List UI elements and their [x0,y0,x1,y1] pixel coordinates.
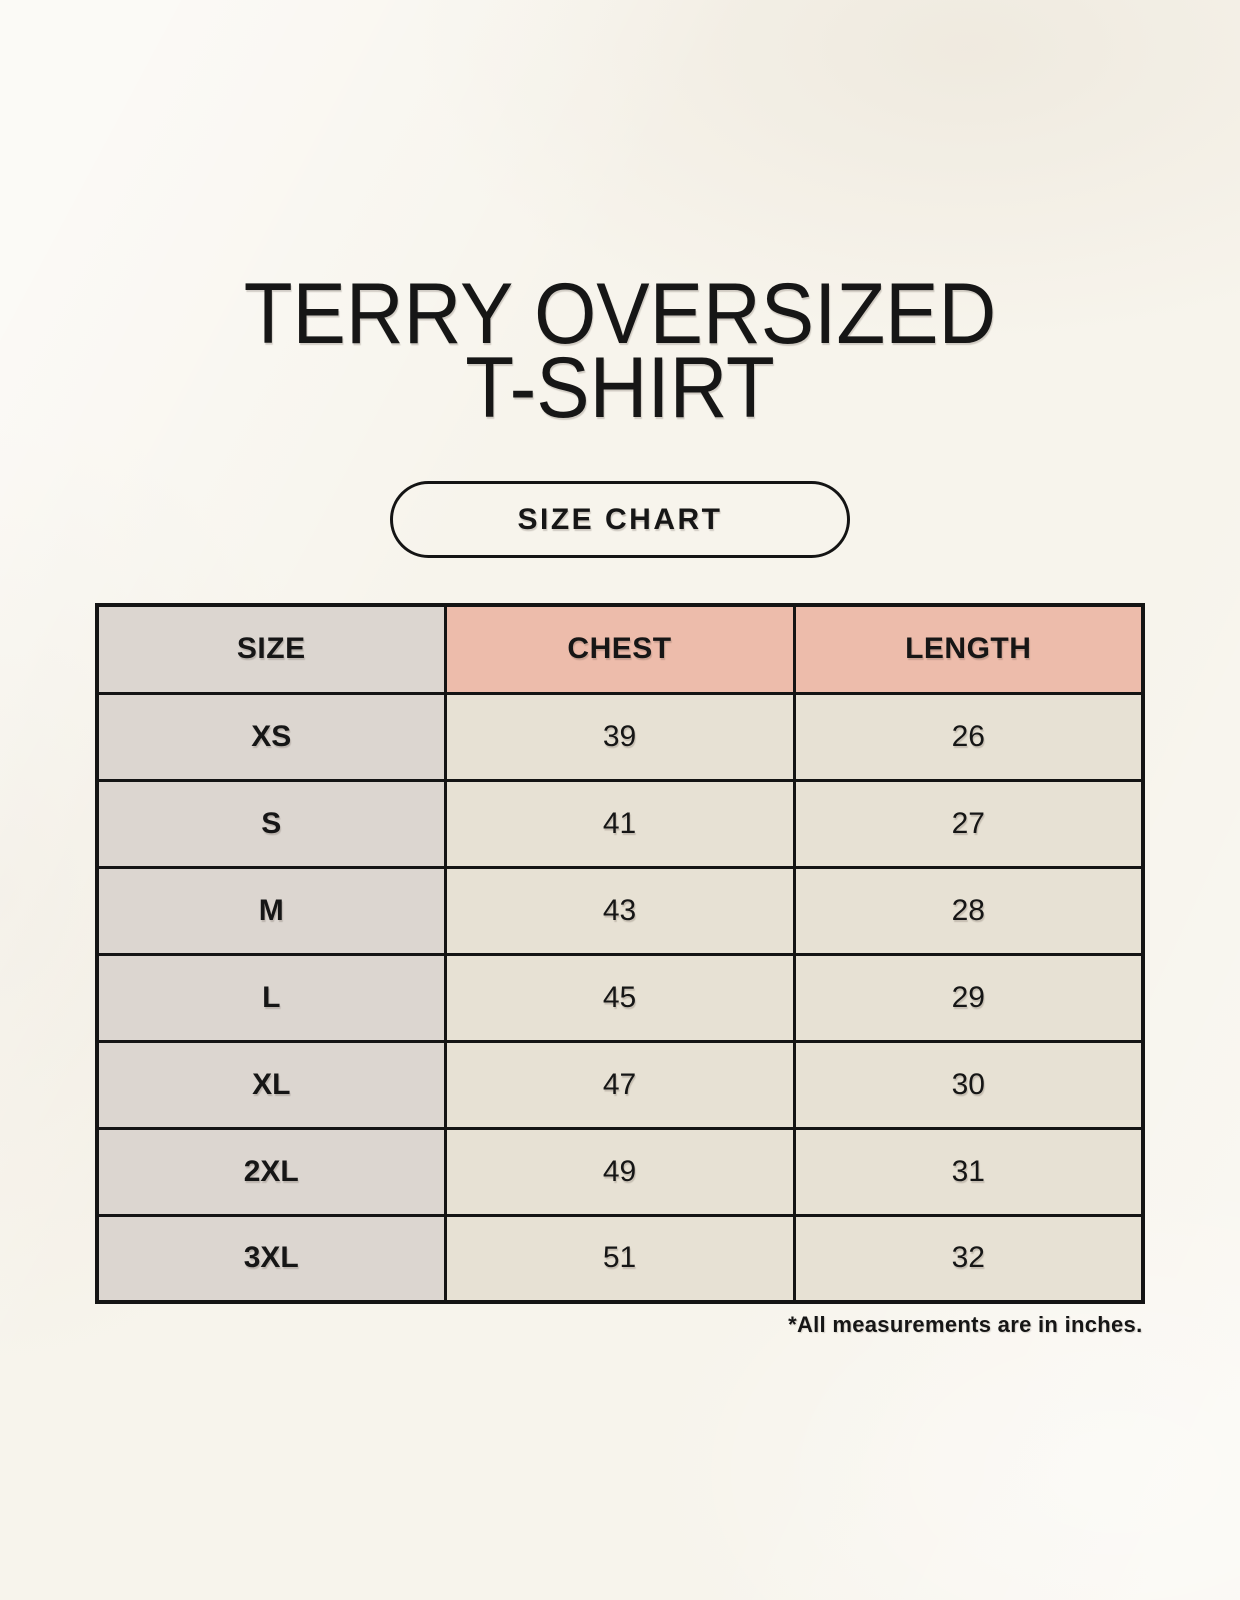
table-header-row: SIZE CHEST LENGTH [95,603,1145,695]
size-label: 2XL [95,1126,447,1217]
chest-value: 45 [443,952,796,1043]
column-header-size: SIZE [95,603,447,695]
length-value: 26 [792,691,1145,782]
page-title-line-2: T-SHIRT [465,340,775,436]
length-value: 27 [792,778,1145,869]
chest-value: 43 [443,865,796,956]
table-row-l: L 45 29 [95,952,1145,1043]
chest-value: 51 [443,1213,796,1304]
chest-value: 49 [443,1126,796,1217]
size-label: M [95,865,447,956]
length-value: 30 [792,1039,1145,1130]
table-row-xs: XS 39 26 [95,691,1145,782]
page-title-line-1: TERRY OVERSIZED [243,266,997,362]
page-title: TERRY OVERSIZED T-SHIRT [43,0,1196,436]
length-value: 31 [792,1126,1145,1217]
size-chart-button[interactable]: SIZE CHART [390,481,850,558]
column-header-length: LENGTH [792,603,1145,695]
size-label: L [95,952,447,1043]
table-row-3xl: 3XL 51 32 [95,1213,1145,1304]
chest-value: 47 [443,1039,796,1130]
size-chart-table: SIZE CHEST LENGTH XS 39 26 S 41 27 M 43 … [95,603,1145,1304]
measurements-note: *All measurements are in inches. [788,1312,1143,1337]
column-header-chest: CHEST [443,603,796,695]
table-row-xl: XL 47 30 [95,1039,1145,1130]
table-row-2xl: 2XL 49 31 [95,1126,1145,1217]
length-value: 29 [792,952,1145,1043]
table-row-m: M 43 28 [95,865,1145,956]
chest-value: 41 [443,778,796,869]
length-value: 32 [792,1213,1145,1304]
size-label: XL [95,1039,447,1130]
size-label: XS [95,691,447,782]
size-chart-button-label: SIZE CHART [517,502,723,536]
chest-value: 39 [443,691,796,782]
size-label: S [95,778,447,869]
length-value: 28 [792,865,1145,956]
table-row-s: S 41 27 [95,778,1145,869]
size-label: 3XL [95,1213,447,1304]
